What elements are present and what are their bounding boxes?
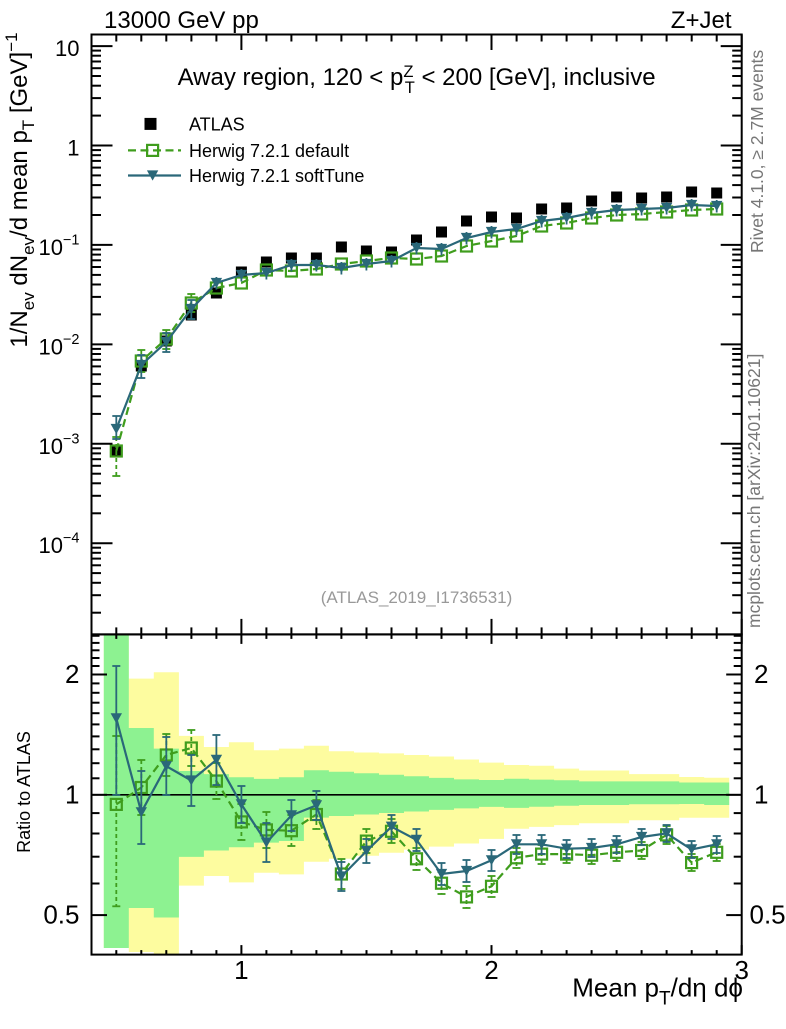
svg-text:2: 2 — [754, 659, 768, 689]
svg-text:mcplots.cern.ch [arXiv:2401.10: mcplots.cern.ch [arXiv:2401.10621] — [744, 354, 764, 628]
svg-text:10: 10 — [55, 36, 79, 61]
svg-text:1: 1 — [65, 779, 79, 809]
svg-text:10−4: 10−4 — [38, 531, 79, 559]
svg-text:2: 2 — [484, 955, 498, 985]
svg-text:10−3: 10−3 — [38, 431, 79, 459]
svg-text:1: 1 — [67, 136, 79, 161]
svg-text:0.5: 0.5 — [750, 900, 786, 930]
svg-text:1: 1 — [754, 779, 768, 809]
svg-text:Herwig 7.2.1 default: Herwig 7.2.1 default — [189, 141, 349, 161]
svg-text:1/Nev dNev/d mean pT [GeV]−1: 1/Nev dNev/d mean pT [GeV]−1 — [2, 32, 38, 347]
svg-text:(ATLAS_2019_I1736531): (ATLAS_2019_I1736531) — [321, 588, 513, 607]
svg-text:10−2: 10−2 — [38, 332, 79, 360]
svg-text:ATLAS: ATLAS — [189, 115, 245, 135]
svg-text:1: 1 — [234, 955, 248, 985]
svg-text:13000 GeV pp: 13000 GeV pp — [104, 7, 259, 34]
svg-text:2: 2 — [65, 659, 79, 689]
svg-text:Herwig 7.2.1 softTune: Herwig 7.2.1 softTune — [189, 166, 364, 186]
svg-text:Rivet 4.1.0, ≥ 2.7M events: Rivet 4.1.0, ≥ 2.7M events — [747, 50, 767, 253]
svg-text:3: 3 — [734, 955, 748, 985]
svg-text:Ratio to ATLAS: Ratio to ATLAS — [14, 731, 34, 853]
svg-text:Z+Jet: Z+Jet — [671, 7, 732, 34]
svg-text:10−1: 10−1 — [38, 232, 79, 260]
svg-text:0.5: 0.5 — [43, 900, 79, 930]
